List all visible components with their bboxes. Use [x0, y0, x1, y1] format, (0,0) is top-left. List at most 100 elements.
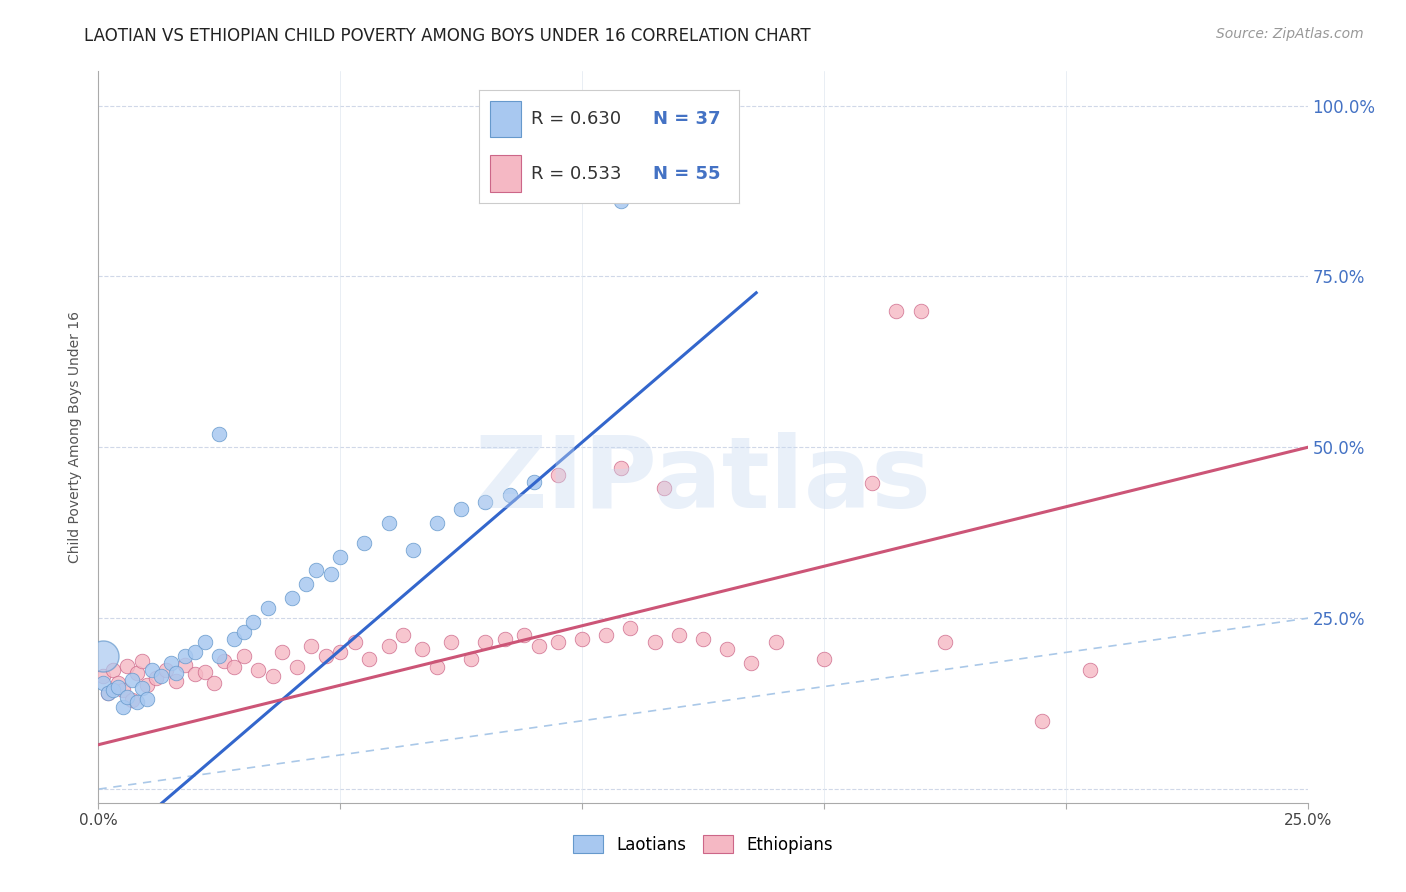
Point — [450, 501, 472, 516]
Point — [343, 635, 366, 649]
Point — [392, 628, 415, 642]
Point — [860, 475, 883, 490]
Point — [285, 660, 308, 674]
Point — [111, 700, 134, 714]
Point — [315, 648, 337, 663]
Point — [547, 467, 569, 482]
Point — [194, 665, 217, 679]
Point — [474, 635, 496, 649]
Point — [174, 657, 197, 672]
Point — [513, 628, 536, 642]
Point — [131, 681, 153, 695]
Point — [402, 542, 425, 557]
Point — [121, 693, 143, 707]
Point — [247, 663, 270, 677]
Point — [1078, 663, 1101, 677]
Point — [426, 660, 449, 674]
Point — [111, 683, 134, 698]
Point — [91, 676, 114, 690]
Point — [474, 495, 496, 509]
Y-axis label: Child Poverty Among Boys Under 16: Child Poverty Among Boys Under 16 — [69, 311, 83, 563]
Point — [740, 656, 762, 670]
Point — [107, 680, 129, 694]
Point — [305, 563, 328, 577]
Point — [184, 667, 207, 681]
Point — [494, 632, 516, 646]
Point — [194, 635, 217, 649]
Point — [155, 663, 177, 677]
Point — [232, 648, 254, 663]
Point — [440, 635, 463, 649]
Point — [934, 635, 956, 649]
Point — [281, 591, 304, 605]
Point — [765, 635, 787, 649]
Point — [145, 672, 167, 686]
Point — [101, 663, 124, 677]
Point — [813, 652, 835, 666]
Point — [547, 635, 569, 649]
Point — [498, 488, 520, 502]
Point — [619, 622, 641, 636]
Text: ZIPatlas: ZIPatlas — [475, 433, 931, 530]
Point — [527, 639, 550, 653]
Point — [232, 624, 254, 639]
Point — [411, 642, 433, 657]
Point — [610, 194, 633, 209]
Point — [160, 656, 183, 670]
Point — [377, 639, 399, 653]
Point — [150, 669, 173, 683]
Point — [668, 628, 690, 642]
Point — [165, 674, 187, 689]
Point — [523, 475, 546, 489]
Point — [692, 632, 714, 646]
Point — [910, 303, 932, 318]
Point — [359, 652, 381, 666]
Point — [121, 673, 143, 687]
Point — [271, 645, 294, 659]
Point — [377, 516, 399, 530]
Point — [426, 516, 449, 530]
Point — [208, 648, 231, 663]
Text: Source: ZipAtlas.com: Source: ZipAtlas.com — [1216, 27, 1364, 41]
Point — [174, 648, 197, 663]
Point — [610, 460, 633, 475]
Point — [716, 642, 738, 657]
Point — [135, 692, 157, 706]
Legend: Laotians, Ethiopians: Laotians, Ethiopians — [567, 829, 839, 860]
Point — [222, 660, 245, 674]
Point — [135, 678, 157, 692]
Point — [886, 303, 908, 318]
Point — [571, 632, 593, 646]
Point — [262, 669, 284, 683]
Point — [295, 577, 318, 591]
Point — [652, 481, 675, 495]
Point — [91, 669, 114, 683]
Point — [101, 683, 124, 698]
Point — [460, 652, 482, 666]
Point — [127, 665, 149, 680]
Point — [97, 686, 120, 700]
Point — [222, 632, 245, 646]
Point — [117, 690, 139, 704]
Point — [91, 648, 114, 663]
Point — [256, 601, 278, 615]
Point — [117, 659, 139, 673]
Point — [353, 536, 375, 550]
Point — [595, 628, 617, 642]
Point — [212, 654, 235, 668]
Point — [204, 676, 226, 690]
Point — [127, 695, 149, 709]
Point — [644, 635, 666, 649]
Point — [299, 639, 322, 653]
Point — [165, 665, 187, 680]
Point — [329, 645, 352, 659]
Point — [107, 676, 129, 690]
Point — [184, 645, 207, 659]
Point — [208, 426, 231, 441]
Point — [131, 654, 153, 668]
Point — [141, 663, 163, 677]
Point — [1031, 714, 1053, 728]
Text: LAOTIAN VS ETHIOPIAN CHILD POVERTY AMONG BOYS UNDER 16 CORRELATION CHART: LAOTIAN VS ETHIOPIAN CHILD POVERTY AMONG… — [84, 27, 811, 45]
Point — [319, 566, 342, 581]
Point — [329, 549, 352, 564]
